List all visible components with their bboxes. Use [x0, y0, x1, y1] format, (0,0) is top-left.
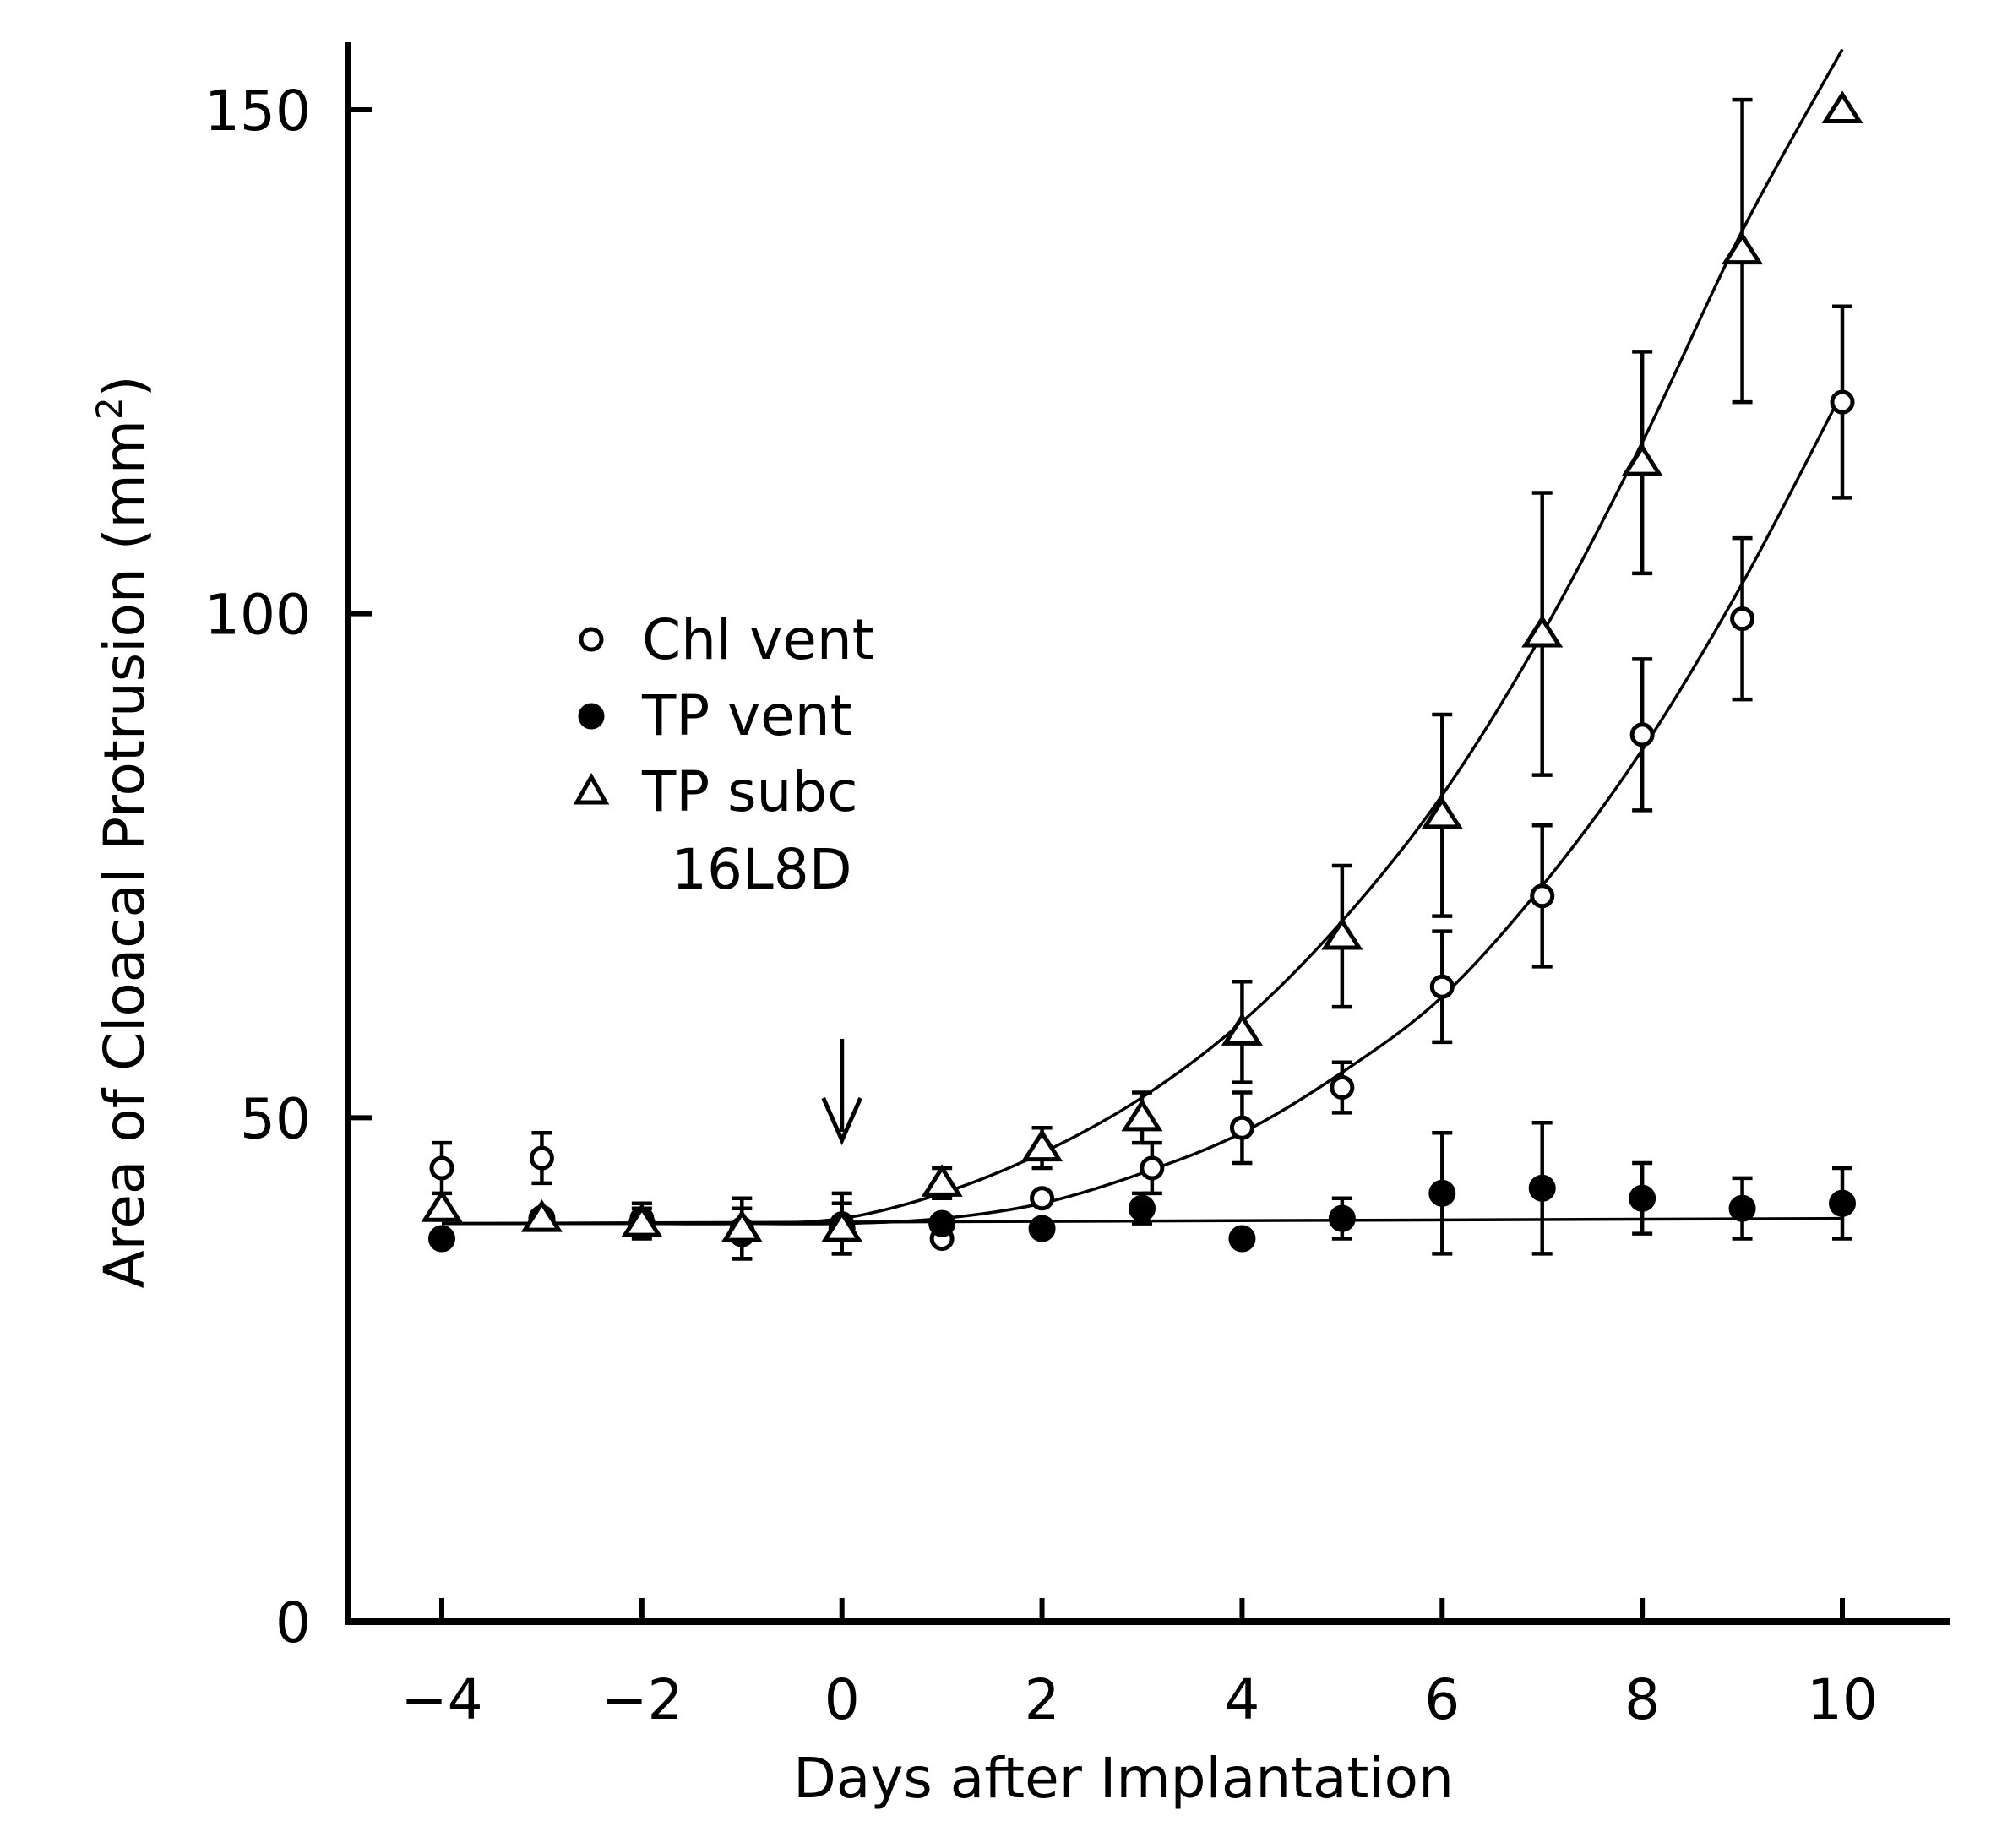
point-tp-subc	[621, 1204, 663, 1237]
y-axis-label-main: Area of Cloacal Protrusion (mm	[92, 420, 157, 1289]
point-chl-vent	[1229, 1115, 1254, 1140]
x-tick-label: 4	[1224, 1667, 1259, 1732]
point-tp-subc	[921, 1164, 963, 1197]
point-tp-vent	[1829, 1189, 1856, 1217]
x-tick-label: 6	[1424, 1667, 1460, 1732]
point-chl-vent	[1830, 389, 1855, 415]
point-tp-subc	[1821, 90, 1863, 123]
point-tp-subc	[1521, 614, 1564, 648]
point-chl-vent	[1330, 1075, 1355, 1101]
point-tp-subc	[1221, 1013, 1263, 1046]
point-chl-vent	[1030, 1186, 1055, 1211]
legend-note: 16L8D	[672, 837, 852, 902]
legend-label-chl-vent: Chl vent	[642, 607, 874, 672]
legend-label-tp-subc: TP subc	[641, 759, 858, 824]
legend-marker-chl-vent	[579, 627, 604, 652]
point-chl-vent	[1140, 1155, 1165, 1181]
x-tick-label: 10	[1807, 1667, 1878, 1732]
fit-curve-2	[442, 48, 1844, 1226]
y-axis-label-superscript: 2	[89, 397, 130, 420]
legend-marker-tp-vent	[578, 703, 605, 730]
x-tick-label: −2	[601, 1667, 683, 1732]
point-tp-vent	[1028, 1215, 1056, 1242]
point-tp-subc	[1421, 796, 1463, 829]
x-tick-label: −4	[400, 1667, 482, 1732]
error-bars	[432, 97, 1852, 1261]
y-tick-label: 50	[240, 1086, 311, 1151]
x-tick-label: 0	[824, 1667, 860, 1732]
point-chl-vent	[1730, 606, 1755, 632]
point-tp-subc	[821, 1209, 863, 1242]
implantation-arrow-icon	[821, 1039, 862, 1146]
point-tp-vent	[1528, 1174, 1556, 1202]
point-tp-vent	[1728, 1194, 1756, 1222]
point-tp-vent	[1129, 1194, 1156, 1222]
arrow-head	[821, 1096, 862, 1146]
point-tp-subc	[1021, 1128, 1063, 1162]
point-chl-vent	[1629, 722, 1655, 747]
point-chl-vent	[1530, 883, 1555, 909]
point-chl-vent	[1429, 974, 1455, 999]
point-tp-subc	[721, 1209, 763, 1242]
x-tick-label: 2	[1025, 1667, 1060, 1732]
point-tp-subc	[1121, 1098, 1163, 1132]
axes	[345, 42, 1950, 1625]
point-chl-vent	[529, 1145, 554, 1171]
point-tp-vent	[1228, 1225, 1256, 1253]
point-tp-vent	[928, 1209, 956, 1237]
y-tick-label: 100	[204, 583, 311, 648]
point-tp-vent	[1629, 1184, 1656, 1212]
point-chl-vent	[429, 1155, 454, 1181]
point-tp-subc	[421, 1189, 463, 1222]
point-tp-vent	[1328, 1204, 1356, 1232]
x-tick-label: 8	[1624, 1667, 1660, 1732]
y-tick-label: 150	[204, 79, 311, 144]
legend: Chl vent TP vent TP subc 16L8D	[573, 607, 874, 902]
y-axis-label: Area of Cloacal Protrusion (mm2)	[89, 375, 157, 1288]
point-tp-subc	[1722, 231, 1764, 265]
point-tp-vent	[428, 1225, 455, 1253]
y-axis-label-close: )	[92, 375, 157, 397]
data-points	[421, 90, 1863, 1253]
legend-marker-tp-subc	[573, 772, 610, 805]
x-axis-label: Days after Implantation	[793, 1746, 1454, 1811]
point-tp-subc	[1621, 443, 1663, 476]
legend-label-tp-vent: TP vent	[641, 683, 851, 748]
point-tp-subc	[1321, 916, 1363, 950]
y-tick-label: 0	[275, 1590, 311, 1655]
point-tp-subc	[520, 1199, 563, 1232]
point-tp-vent	[1428, 1179, 1456, 1207]
